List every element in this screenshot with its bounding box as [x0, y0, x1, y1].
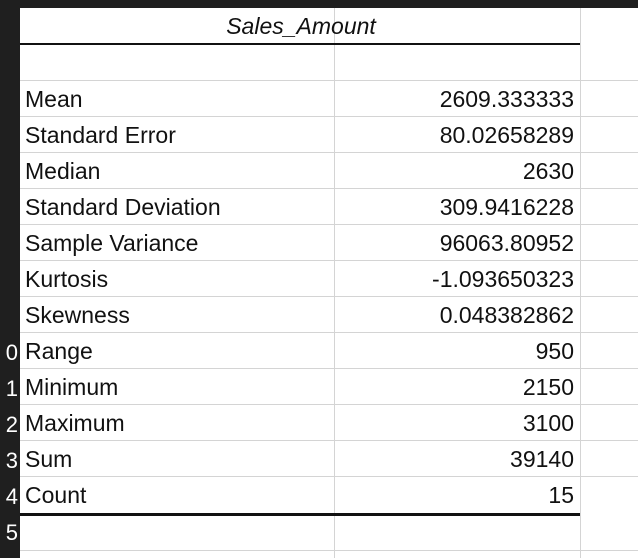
- row-divider: [20, 296, 638, 297]
- stat-value-cell[interactable]: 80.02658289: [439, 122, 574, 148]
- row-divider: [20, 188, 638, 189]
- row-divider: [20, 224, 638, 225]
- stat-label-cell[interactable]: Standard Deviation: [25, 194, 221, 220]
- column-divider: [580, 8, 581, 558]
- stat-label-cell[interactable]: Sample Variance: [25, 230, 199, 256]
- stat-label-cell[interactable]: Skewness: [25, 302, 130, 328]
- row-number[interactable]: 3: [5, 448, 18, 473]
- row-header-bar: 0 1 2 3 4 5: [0, 0, 20, 558]
- stat-label-cell[interactable]: Kurtosis: [25, 266, 109, 292]
- header-bottom-border: [20, 43, 580, 45]
- stat-label-cell[interactable]: Count: [25, 482, 87, 508]
- row-divider: [20, 332, 638, 333]
- row-number[interactable]: 1: [5, 376, 18, 401]
- stat-value-cell[interactable]: 3100: [522, 410, 574, 436]
- stat-value-cell[interactable]: 96063.80952: [439, 230, 574, 256]
- column-title-cell[interactable]: Sales_Amount: [226, 13, 376, 39]
- stat-label-cell[interactable]: Maximum: [25, 410, 125, 436]
- column-header-bar: [0, 0, 638, 8]
- stat-label-cell[interactable]: Standard Error: [25, 122, 176, 148]
- row-divider: [20, 368, 638, 369]
- stat-value-cell[interactable]: 39140: [510, 446, 574, 472]
- row-divider: [20, 116, 638, 117]
- stat-value-cell[interactable]: 2150: [522, 374, 574, 400]
- row-number[interactable]: 0: [5, 340, 18, 365]
- stat-value-cell[interactable]: 950: [535, 338, 574, 364]
- row-divider: [20, 550, 638, 551]
- stat-value-cell[interactable]: -1.093650323: [432, 266, 574, 292]
- row-number[interactable]: 5: [5, 520, 18, 545]
- row-divider: [20, 440, 638, 441]
- row-number[interactable]: 4: [5, 484, 18, 509]
- row-divider: [20, 476, 638, 477]
- column-divider: [334, 8, 335, 558]
- stat-label-cell[interactable]: Sum: [25, 446, 73, 472]
- row-divider: [20, 404, 638, 405]
- stat-label-cell[interactable]: Median: [25, 158, 101, 184]
- row-divider: [20, 260, 638, 261]
- table-bottom-border: [20, 513, 580, 516]
- stat-value-cell[interactable]: 2609.333333: [439, 86, 574, 112]
- stat-value-cell[interactable]: 309.9416228: [439, 194, 574, 220]
- row-number[interactable]: 2: [5, 412, 18, 437]
- stat-value-cell[interactable]: 15: [548, 482, 574, 508]
- stat-label-cell[interactable]: Mean: [25, 86, 83, 112]
- stat-value-cell[interactable]: 0.048382862: [439, 302, 574, 328]
- row-divider: [20, 80, 638, 81]
- stat-label-cell[interactable]: Range: [25, 338, 93, 364]
- row-divider: [20, 152, 638, 153]
- stat-label-cell[interactable]: Minimum: [25, 374, 119, 400]
- stat-value-cell[interactable]: 2630: [522, 158, 574, 184]
